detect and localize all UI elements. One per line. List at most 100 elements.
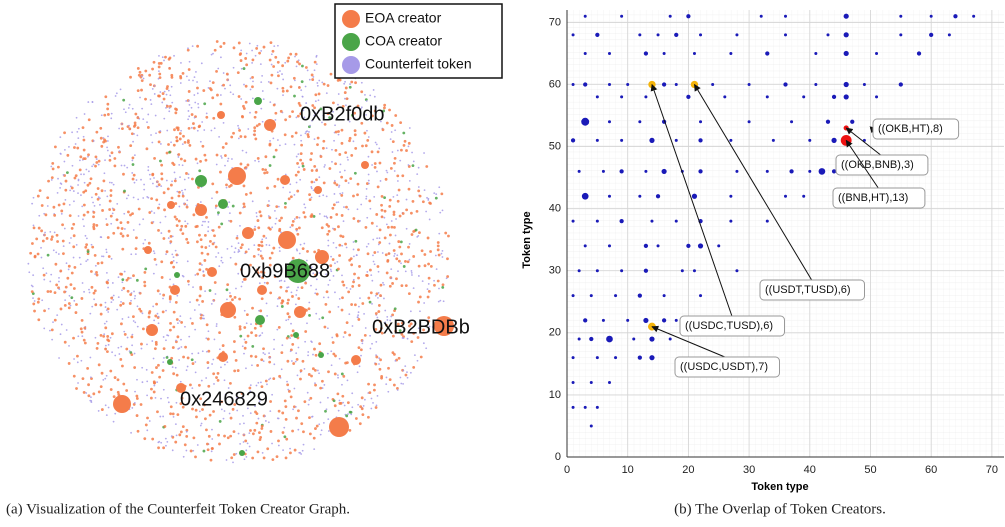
node [208, 87, 212, 90]
node [315, 424, 319, 428]
node [406, 376, 409, 379]
node [268, 352, 270, 355]
node [184, 188, 187, 191]
node [270, 53, 273, 56]
node [390, 131, 393, 133]
node [365, 188, 368, 190]
node [385, 121, 389, 125]
node [368, 268, 372, 272]
node [146, 380, 149, 383]
node [120, 272, 124, 276]
point [814, 83, 818, 86]
point [620, 269, 624, 273]
node [310, 180, 314, 184]
node [175, 139, 179, 143]
node [143, 270, 147, 274]
node [376, 185, 380, 189]
node [239, 246, 243, 250]
node [328, 279, 331, 282]
node [295, 65, 298, 68]
node [165, 151, 169, 155]
node [361, 302, 365, 305]
node [68, 214, 72, 218]
node [160, 260, 164, 264]
node [59, 269, 63, 273]
node [235, 287, 237, 290]
node [166, 129, 169, 132]
node [187, 90, 191, 93]
node [277, 205, 280, 208]
node [239, 59, 243, 62]
node [127, 276, 130, 280]
node [172, 143, 176, 147]
point [735, 33, 739, 37]
node [283, 133, 287, 137]
node [125, 389, 129, 392]
node [131, 159, 134, 162]
node [156, 181, 158, 183]
point [619, 218, 624, 224]
node [244, 100, 248, 104]
x-tick-label: 30 [743, 464, 755, 476]
node [378, 241, 382, 244]
point [875, 95, 879, 99]
node [33, 300, 36, 302]
node [248, 445, 251, 448]
node [78, 256, 81, 259]
node [285, 319, 288, 322]
node [325, 195, 328, 198]
node [373, 162, 377, 165]
node [293, 79, 296, 82]
node [216, 93, 219, 97]
node [262, 271, 266, 275]
node [222, 121, 225, 124]
node [294, 303, 297, 306]
node [178, 205, 181, 208]
node [329, 417, 349, 437]
node [253, 428, 257, 432]
node [118, 150, 121, 152]
point [674, 318, 678, 322]
node [237, 242, 240, 244]
point [638, 120, 642, 124]
node [301, 162, 305, 165]
node [312, 272, 315, 275]
node [169, 412, 172, 416]
node [328, 310, 332, 314]
node [95, 158, 98, 160]
node [414, 228, 418, 232]
node [346, 379, 349, 382]
node [111, 282, 114, 284]
node [291, 429, 294, 433]
node [181, 189, 183, 192]
node [94, 303, 98, 307]
node [310, 73, 314, 77]
node [332, 101, 335, 105]
node [167, 237, 170, 239]
node [234, 358, 238, 362]
node [419, 355, 423, 359]
node [114, 354, 117, 357]
node [312, 76, 315, 78]
node [213, 48, 217, 52]
point [571, 405, 575, 409]
node [298, 216, 301, 219]
node [163, 90, 166, 93]
node [323, 165, 326, 168]
node [439, 211, 442, 214]
node [377, 270, 380, 273]
node [273, 275, 277, 279]
node [425, 210, 428, 213]
node [249, 354, 253, 358]
node [318, 318, 321, 320]
node [203, 129, 206, 131]
node [223, 434, 226, 438]
node [170, 141, 172, 144]
node [29, 251, 33, 255]
point [953, 14, 958, 19]
node [181, 71, 185, 75]
node [136, 305, 139, 308]
node [207, 226, 210, 228]
node [370, 407, 373, 410]
node [121, 364, 124, 368]
